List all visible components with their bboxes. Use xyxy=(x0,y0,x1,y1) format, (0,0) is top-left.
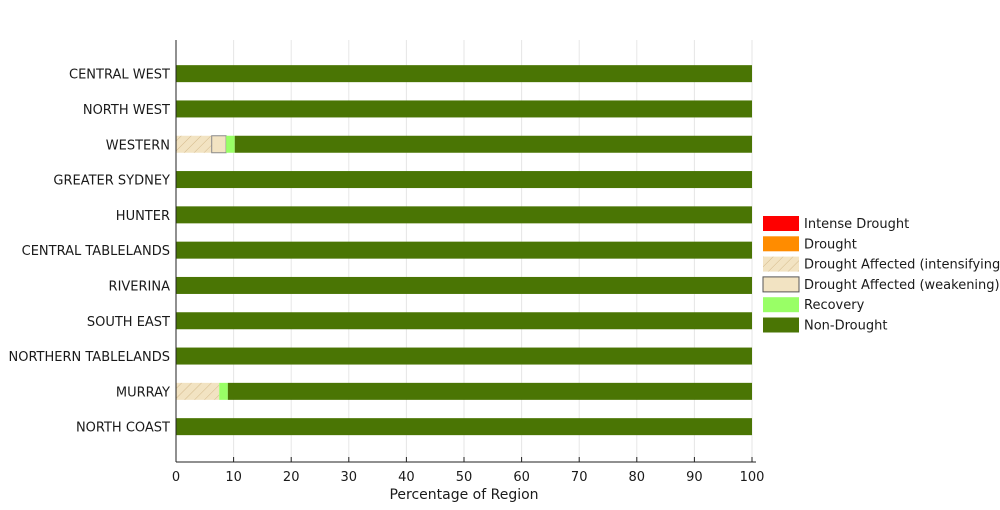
x-tick-label: 100 xyxy=(740,470,765,485)
bar-segment xyxy=(234,135,752,153)
legend-label: Drought Affected (weakening) xyxy=(804,278,1000,293)
x-tick-label: 40 xyxy=(398,470,415,485)
bar-segment xyxy=(227,382,753,400)
bar-segment xyxy=(176,276,752,294)
x-tick-label: 50 xyxy=(456,470,473,485)
legend-label: Intense Drought xyxy=(804,217,909,232)
bar-segment xyxy=(226,135,235,153)
category-label: NORTHERN TABLELANDS xyxy=(9,350,170,365)
bar-segment xyxy=(219,382,228,400)
x-tick-labels: 0 10 20 30 40 50 60 70 80 90 100 xyxy=(172,470,765,485)
legend: Intense Drought Drought Drought Affected (… xyxy=(762,216,1000,334)
legend-swatch xyxy=(763,317,799,333)
bar-segment xyxy=(176,241,752,259)
x-axis-title: Percentage of Region xyxy=(389,487,538,503)
category-label: RIVERINA xyxy=(109,279,171,294)
legend-label: Drought xyxy=(804,237,857,252)
x-tick-label: 90 xyxy=(686,470,703,485)
bar-segment xyxy=(176,171,752,189)
legend-swatch xyxy=(763,236,799,252)
axes xyxy=(175,40,756,463)
category-label: CENTRAL TABLELANDS xyxy=(22,244,170,259)
x-tick-label: 30 xyxy=(341,470,358,485)
category-label: MURRAY xyxy=(116,385,170,400)
bar-segment xyxy=(211,135,227,154)
category-label: GREATER SYDNEY xyxy=(53,174,170,189)
legend-swatch xyxy=(763,297,799,313)
bar-segment xyxy=(176,206,752,224)
bar-segment xyxy=(176,65,752,83)
category-labels: CENTRAL WEST NORTH WEST WESTERN GREATER SYD… xyxy=(9,68,171,436)
category-label: CENTRAL WEST xyxy=(69,68,170,83)
x-tick-label: 60 xyxy=(513,470,530,485)
bars xyxy=(176,65,753,436)
legend-label: Recovery xyxy=(804,298,865,313)
bar-segment xyxy=(176,418,752,436)
bar-segment xyxy=(176,100,752,118)
x-tick-label: 10 xyxy=(225,470,242,485)
legend-label: Non-Drought xyxy=(804,319,887,334)
x-tick-label: 80 xyxy=(629,470,646,485)
category-label: WESTERN xyxy=(106,138,170,153)
legend-swatch xyxy=(763,216,799,231)
legend-swatch xyxy=(763,256,799,272)
bar-segment xyxy=(176,347,752,365)
category-label: HUNTER xyxy=(116,209,170,224)
category-label: SOUTH EAST xyxy=(87,315,170,330)
x-tick-label: 70 xyxy=(571,470,588,485)
category-label: NORTH COAST xyxy=(76,421,170,436)
x-tick-label: 20 xyxy=(283,470,300,485)
legend-label: Drought Affected (intensifying) xyxy=(804,258,1000,273)
bar-segment xyxy=(176,135,212,153)
x-tick-label: 0 xyxy=(172,470,180,485)
bar-segment xyxy=(176,382,220,400)
bar-segment xyxy=(176,312,752,330)
legend-swatch xyxy=(762,276,800,293)
category-label: NORTH WEST xyxy=(83,103,170,118)
